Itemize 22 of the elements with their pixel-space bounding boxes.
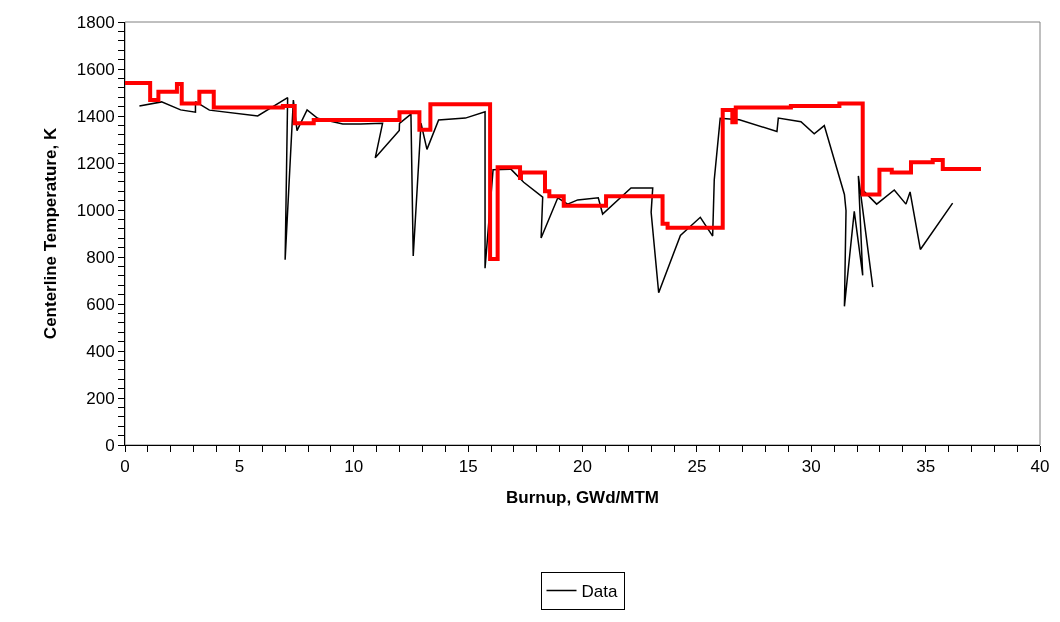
x-tick-label: 25 bbox=[687, 457, 707, 477]
legend-label: Data bbox=[581, 582, 618, 602]
y-tick-label: 1200 bbox=[76, 153, 115, 173]
x-tick-label: 20 bbox=[573, 457, 592, 477]
x-axis-title: Burnup, GWd/MTM bbox=[506, 487, 659, 507]
y-tick-label: 1600 bbox=[76, 59, 115, 79]
y-axis-title: Centerline Temperature, K bbox=[41, 127, 61, 340]
x-tick-label: 15 bbox=[458, 457, 478, 477]
y-tick-label: 1400 bbox=[76, 106, 115, 126]
x-tick-label: 5 bbox=[234, 457, 245, 477]
y-tick-label: 400 bbox=[86, 341, 115, 361]
x-tick-label: 40 bbox=[1030, 457, 1050, 477]
y-tick-label: 200 bbox=[86, 388, 115, 408]
x-tick-label: 35 bbox=[916, 457, 936, 477]
y-tick-label: 800 bbox=[86, 247, 115, 267]
y-tick-label: 1800 bbox=[76, 12, 115, 32]
x-tick-label: 10 bbox=[344, 457, 364, 477]
y-tick-label: 600 bbox=[86, 294, 115, 314]
y-tick-label: 1000 bbox=[76, 200, 115, 220]
x-tick-label: 30 bbox=[801, 457, 821, 477]
y-tick-label: 0 bbox=[105, 435, 115, 455]
x-tick-label: 0 bbox=[120, 457, 130, 477]
